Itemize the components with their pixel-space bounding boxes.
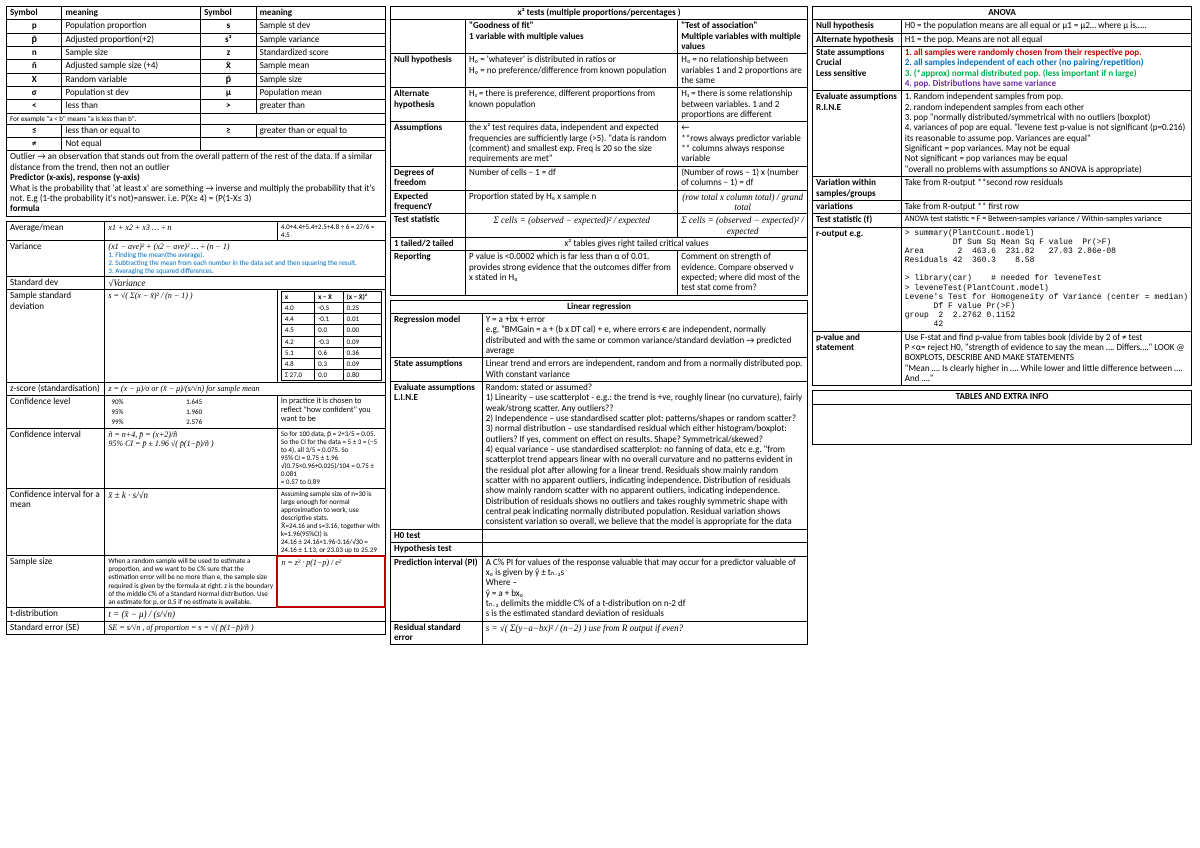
symbols-table: Symbol meaning Symbol meaning pPopulatio… <box>6 6 386 217</box>
sym-h2: Symbol <box>201 7 256 20</box>
column-left: Symbol meaning Symbol meaning pPopulatio… <box>6 6 386 635</box>
outlier-def: Outlier → an observation that stands out… <box>7 151 386 216</box>
sym-h0: Symbol <box>7 7 62 20</box>
column-mid: x² tests (multiple proportions/percentag… <box>390 6 808 645</box>
sym-h3: meaning <box>256 7 385 20</box>
stats-table: Average/mean x1 + x2 + x3 … ÷ n 4.0+4.4+… <box>6 221 386 635</box>
anova-assumptions: 1. all samples were randomly chosen from… <box>901 47 1191 91</box>
sample-size-formula: n = z² · p(1−p) / e² <box>277 556 385 607</box>
r-output: > summary(PlantCount.model) Df Sum Sq Me… <box>905 229 1188 330</box>
ssd-mini-table: xx − x̄(x − x̄)² 4.0-0.50.25 4.4-0.10.01… <box>277 290 385 382</box>
anova-table: ANOVA Null hypothesis H0 = the populatio… <box>812 6 1192 386</box>
cheatsheet-root: Symbol meaning Symbol meaning pPopulatio… <box>6 6 1194 645</box>
chisq-table: x² tests (multiple proportions/percentag… <box>390 6 808 296</box>
sym-h1: meaning <box>62 7 201 20</box>
column-right: ANOVA Null hypothesis H0 = the populatio… <box>812 6 1192 445</box>
linreg-table: Linear regression Regression model Y = a… <box>390 300 808 646</box>
extra-table: TABLES AND EXTRA INFO <box>812 390 1192 444</box>
